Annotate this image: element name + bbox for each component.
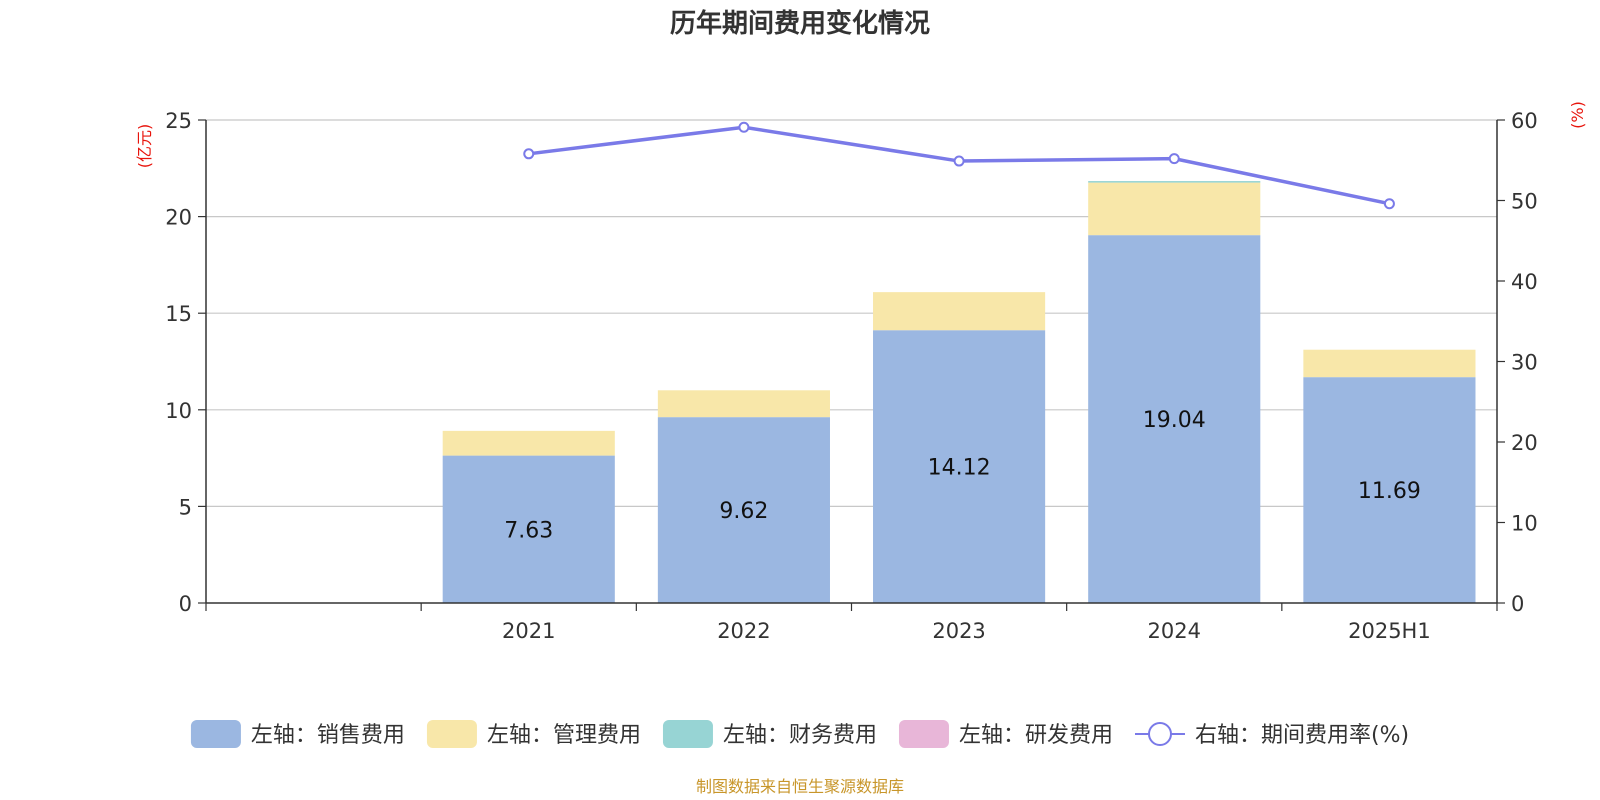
bar-segment: [442, 455, 615, 603]
rate-point: [1168, 153, 1180, 165]
left-axis-tick-label: 15: [165, 302, 192, 326]
legend-item[interactable]: 右轴：期间费用率(%): [1134, 722, 1409, 748]
left-axis-tick-label: 5: [179, 495, 192, 519]
rate-point: [738, 121, 750, 133]
rate-line: [523, 121, 1395, 210]
bars: [442, 181, 1476, 603]
left-axis-tick-label: 0: [179, 592, 192, 616]
bar-data-label: 9.62: [719, 499, 768, 524]
data-labels: 7.63 9.62 14.12 19.04 11.69: [504, 408, 1421, 543]
left-axis-tick-label: 20: [165, 206, 192, 230]
left-axis-unit: (亿元): [135, 124, 154, 169]
bar-data-label: 14.12: [928, 456, 991, 481]
right-axis-tick-label: 10: [1511, 512, 1538, 536]
legend-swatch: [898, 720, 949, 748]
bar-segment: [873, 292, 1046, 331]
legend-item[interactable]: 左轴：管理费用: [426, 720, 641, 748]
legend: 左轴：销售费用 左轴：管理费用 左轴：财务费用 左轴：研发费用 右轴：期间费用率(%): [190, 720, 1409, 748]
rate-point: [523, 148, 535, 160]
legend-label: 左轴：管理费用: [487, 723, 641, 748]
legend-marker-icon: [1147, 722, 1172, 746]
left-axis-tick-label: 25: [165, 109, 192, 133]
x-axis-tick-label: 2022: [717, 619, 770, 643]
grid-lines: [206, 119, 1497, 507]
legend-item[interactable]: 左轴：销售费用: [190, 720, 405, 748]
rate-point: [953, 155, 965, 167]
bar-data-label: 11.69: [1358, 479, 1421, 504]
left-axis-tick-label: 10: [165, 399, 192, 423]
x-axis-tick-label: 2025H1: [1348, 619, 1431, 643]
right-axis-unit: (%): [1568, 101, 1587, 129]
bar-segment: [1088, 182, 1261, 236]
chart-title: 历年期间费用变化情况: [670, 8, 930, 39]
rate-point: [1383, 198, 1395, 210]
bar-segment: [657, 390, 830, 418]
bar-segment: [657, 417, 830, 603]
x-axis-tick-label: 2024: [1148, 619, 1201, 643]
bar-segment: [1303, 377, 1476, 603]
legend-label: 左轴：财务费用: [723, 723, 877, 748]
right-axis-tick-label: 60: [1511, 109, 1538, 133]
right-axis-tick-label: 30: [1511, 351, 1538, 375]
axes: 0 5 10 15 20 25 0 10 20 30 40 50 60 2021 2022 2023 2024 2…: [135, 101, 1587, 643]
source-note: 制图数据来自恒生聚源数据库: [696, 777, 904, 796]
legend-swatch: [190, 720, 241, 748]
right-axis-tick-label: 20: [1511, 431, 1538, 455]
legend-item[interactable]: 左轴：财务费用: [662, 720, 877, 748]
bar-data-label: 7.63: [504, 518, 553, 543]
bar-segment: [442, 430, 615, 456]
legend-swatch: [426, 720, 477, 748]
bar-segment: [1088, 235, 1261, 603]
right-axis-tick-label: 40: [1511, 270, 1538, 294]
legend-label: 右轴：期间费用率(%): [1195, 723, 1409, 748]
x-axis-tick-label: 2023: [932, 619, 985, 643]
legend-label: 左轴：研发费用: [959, 723, 1113, 748]
legend-label: 左轴：销售费用: [251, 723, 405, 748]
bar-segment: [1088, 181, 1261, 183]
legend-item[interactable]: 左轴：研发费用: [898, 720, 1113, 748]
legend-swatch: [662, 720, 713, 748]
x-axis-tick-label: 2021: [502, 619, 555, 643]
right-axis-tick-label: 0: [1511, 592, 1524, 616]
right-axis-tick-label: 50: [1511, 190, 1538, 214]
bar-segment: [873, 330, 1046, 603]
bar-segment: [1303, 349, 1476, 378]
bar-data-label: 19.04: [1143, 408, 1206, 433]
